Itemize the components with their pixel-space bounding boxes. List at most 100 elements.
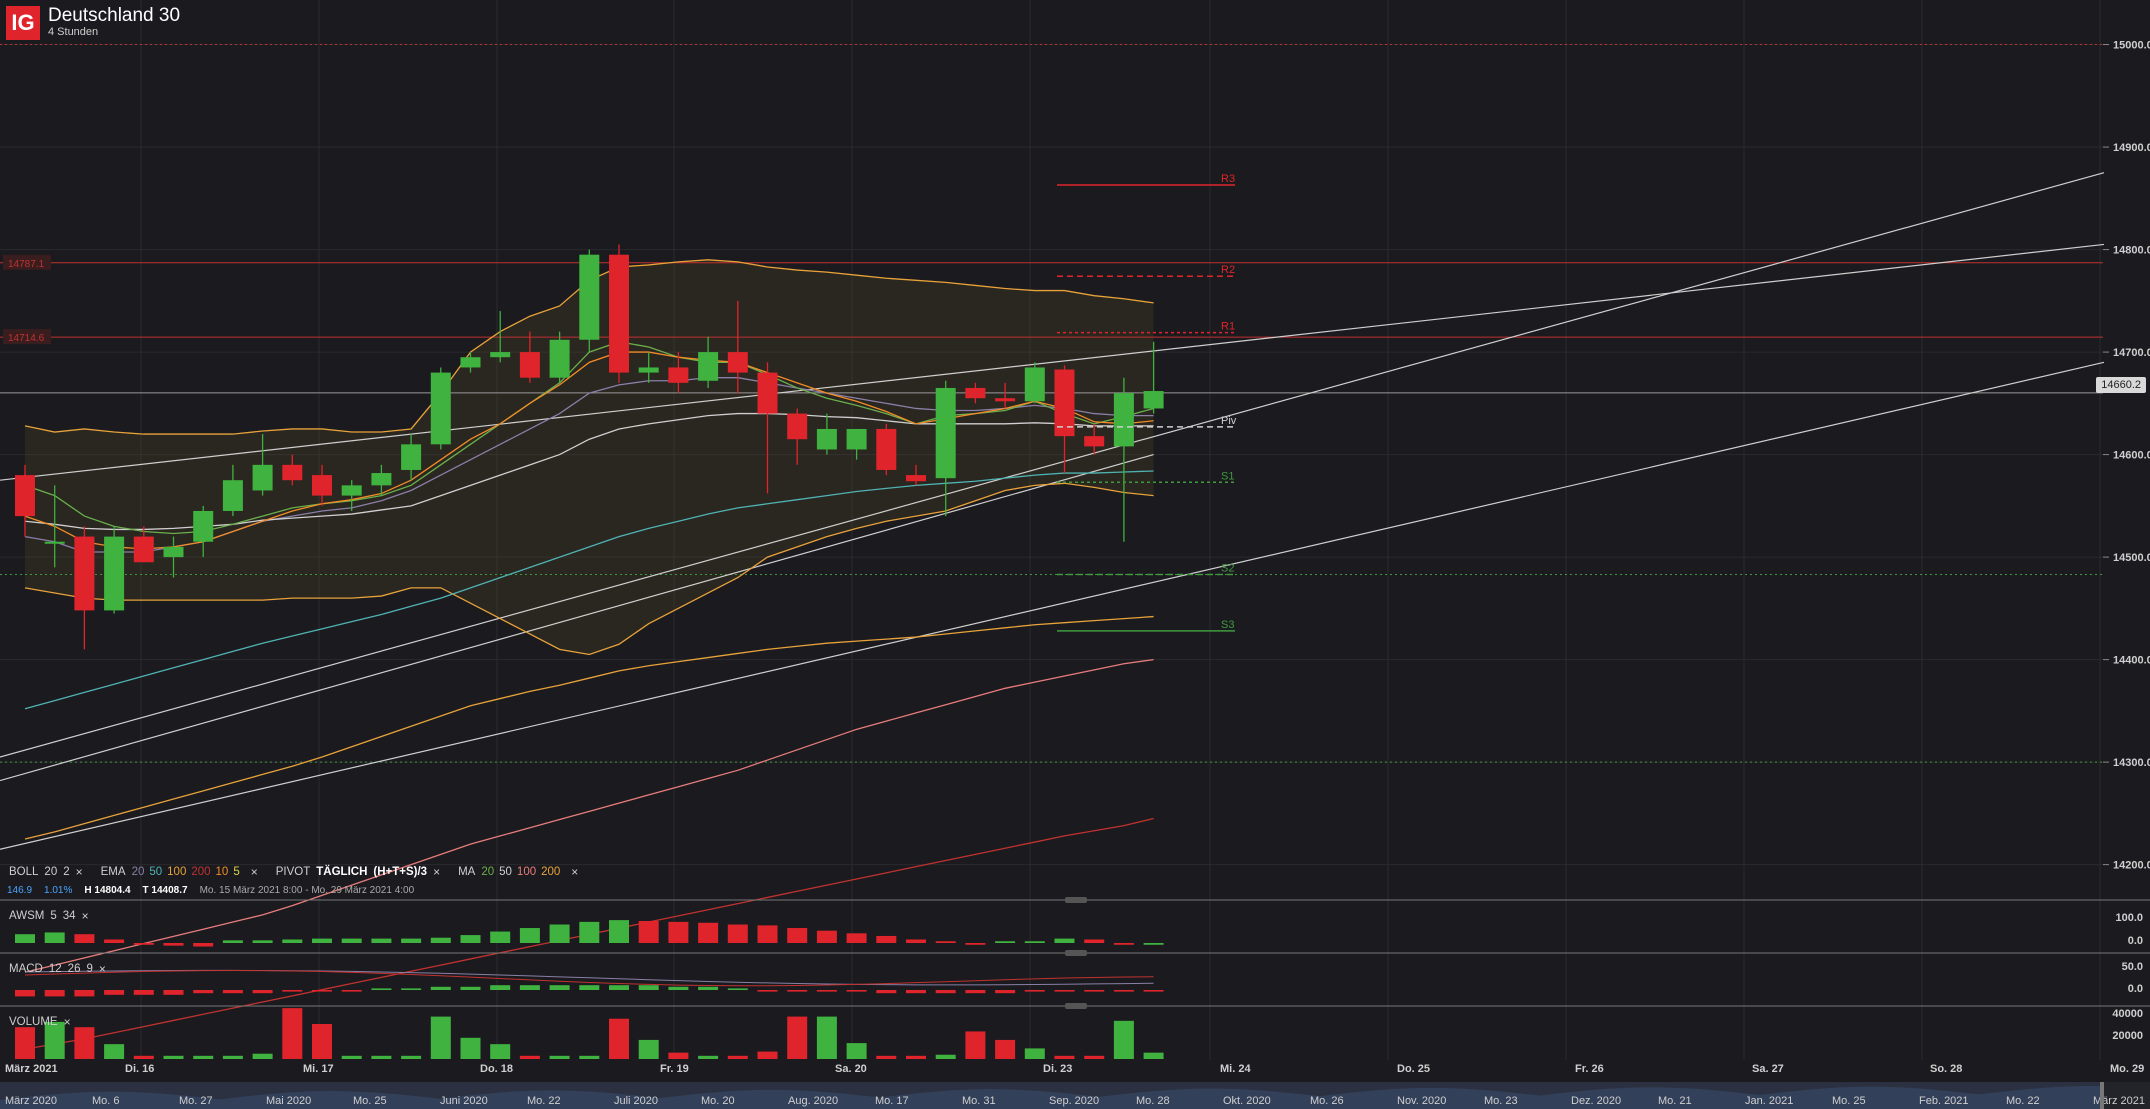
awsm-bar-27 bbox=[816, 930, 837, 943]
awsm-label[interactable]: AWSM bbox=[9, 910, 45, 922]
macd-bar-13 bbox=[401, 988, 422, 990]
volume-bar-23 bbox=[698, 1055, 719, 1059]
stat-range: Mo. 15 März 2021 8:00 - Mo. 29 März 2021… bbox=[199, 885, 415, 896]
macd-bar-15 bbox=[460, 986, 481, 990]
panel-handle-1 bbox=[1065, 950, 1087, 956]
overview-label-20: Jan. 2021 bbox=[1745, 1095, 1793, 1107]
volume-bar-21 bbox=[638, 1039, 659, 1059]
awsm-bar-3 bbox=[104, 939, 125, 943]
volume-legend: VOLUME × bbox=[9, 1015, 71, 1029]
pivot-label-Piv: Piv bbox=[1221, 415, 1237, 427]
pivot-close-icon[interactable]: × bbox=[433, 865, 441, 879]
macd-bar-32 bbox=[965, 990, 986, 994]
candle-body-9 bbox=[282, 464, 303, 481]
chart-header: IG Deutschland 30 4 Stunden bbox=[6, 6, 180, 40]
volume-bar-1 bbox=[44, 1021, 65, 1059]
awsm-bar-32 bbox=[965, 943, 986, 945]
level-label-resistance2: 14714.6 bbox=[8, 333, 45, 344]
candle-body-33 bbox=[995, 398, 1016, 402]
awsm-bar-34 bbox=[1024, 941, 1045, 943]
macd-bar-25 bbox=[757, 990, 778, 992]
ma-close-icon[interactable]: × bbox=[571, 865, 579, 879]
timeframe-label[interactable]: 4 Stunden bbox=[48, 26, 99, 38]
ma-periods: 20 50 100 200 bbox=[481, 866, 565, 878]
x-tick-label-5: Sa. 20 bbox=[835, 1063, 867, 1075]
macd-close-icon[interactable]: × bbox=[98, 962, 106, 976]
macd-bar-29 bbox=[876, 990, 897, 994]
ig-logo: IG bbox=[6, 6, 40, 40]
overview-label-12: Sep. 2020 bbox=[1049, 1095, 1099, 1107]
awsm-bar-20 bbox=[609, 920, 629, 943]
macd-label[interactable]: MACD bbox=[9, 963, 43, 975]
candle-body-11 bbox=[341, 485, 362, 496]
candle-body-1 bbox=[44, 541, 65, 544]
volume-label[interactable]: VOLUME bbox=[9, 1016, 58, 1028]
volume-bar-16 bbox=[490, 1044, 511, 1059]
awsm-bar-28 bbox=[846, 933, 867, 943]
awsm-bar-16 bbox=[490, 931, 511, 943]
macd-legend: MACD 12 26 9 × bbox=[9, 962, 106, 976]
x-tick-label-8: Do. 25 bbox=[1397, 1063, 1430, 1075]
navigator-handle bbox=[2100, 1082, 2104, 1109]
awsm-bar-10 bbox=[312, 938, 332, 943]
ema-period-10: 10 bbox=[215, 866, 229, 878]
volume-bar-20 bbox=[609, 1018, 629, 1059]
macd-bar-31 bbox=[935, 990, 956, 994]
instrument-title[interactable]: Deutschland 30 bbox=[48, 5, 181, 26]
candle-body-23 bbox=[698, 352, 719, 381]
candle-body-17 bbox=[519, 352, 540, 378]
overview-label-3: Mai 2020 bbox=[266, 1095, 311, 1107]
macd-bar-21 bbox=[638, 985, 659, 990]
pivot-label[interactable]: PIVOT bbox=[275, 866, 311, 878]
awsm-bar-7 bbox=[222, 940, 243, 943]
candle-body-35 bbox=[1054, 369, 1075, 437]
ema-period-200: 200 bbox=[191, 866, 211, 878]
ma-line-2 bbox=[24, 615, 1154, 840]
panel-handle-2 bbox=[1065, 1003, 1087, 1009]
x-tick-label-10: Sa. 27 bbox=[1752, 1063, 1784, 1075]
x-tick-label-2: Mi. 17 bbox=[303, 1063, 334, 1075]
overview-label-17: Mo. 23 bbox=[1484, 1095, 1518, 1107]
volume-close-icon[interactable]: × bbox=[63, 1015, 71, 1029]
stat-v2: 1.01% bbox=[44, 885, 73, 896]
volume-bar-26 bbox=[787, 1016, 808, 1059]
x-tick-label-7: Mi. 24 bbox=[1220, 1063, 1251, 1075]
volume-bar-2 bbox=[74, 1027, 95, 1059]
ema-label[interactable]: EMA bbox=[100, 866, 126, 878]
ema-line-2 bbox=[24, 470, 1154, 710]
y-tick-label-6: 14800.0 bbox=[2113, 245, 2150, 257]
candle-body-32 bbox=[965, 387, 986, 399]
overview-label-2: Mo. 27 bbox=[179, 1095, 213, 1107]
y-tick-label-4: 14600.0 bbox=[2113, 450, 2150, 462]
ema-period-100: 100 bbox=[167, 866, 187, 878]
volume-bar-35 bbox=[1054, 1055, 1075, 1059]
boll-close-icon[interactable]: × bbox=[75, 865, 83, 879]
ema-period-20: 20 bbox=[131, 866, 145, 878]
candle-body-15 bbox=[460, 357, 481, 368]
volume-bar-0 bbox=[15, 1027, 35, 1059]
stat-high: H 14804.4 bbox=[84, 885, 131, 896]
pivot-label-S3: S3 bbox=[1221, 619, 1234, 631]
awsm-bar-35 bbox=[1054, 938, 1075, 943]
candle-body-21 bbox=[638, 367, 659, 373]
trend-line-2 bbox=[0, 361, 2105, 850]
y-tick-label-8: 15000.0 bbox=[2113, 40, 2150, 52]
macd-bar-16 bbox=[490, 985, 511, 990]
macd-p1: 12 bbox=[48, 963, 62, 975]
pivot-label-S1: S1 bbox=[1221, 470, 1234, 482]
ema-close-icon[interactable]: × bbox=[250, 865, 258, 879]
x-tick-label-6: Di. 23 bbox=[1043, 1063, 1072, 1075]
ma-label[interactable]: MA bbox=[458, 866, 476, 878]
volume-axis-label-1: 20000 bbox=[2112, 1030, 2143, 1042]
macd-axis-label-0: 50.0 bbox=[2122, 961, 2143, 973]
awsm-close-icon[interactable]: × bbox=[81, 909, 89, 923]
candle-body-25 bbox=[757, 372, 778, 414]
volume-bar-5 bbox=[163, 1055, 184, 1059]
volume-bar-24 bbox=[727, 1055, 748, 1059]
macd-p3: 9 bbox=[86, 963, 93, 975]
volume-bar-7 bbox=[222, 1055, 243, 1059]
ema-period-5: 5 bbox=[233, 866, 240, 878]
ma-period-50: 50 bbox=[499, 866, 512, 878]
boll-label[interactable]: BOLL bbox=[9, 866, 39, 878]
